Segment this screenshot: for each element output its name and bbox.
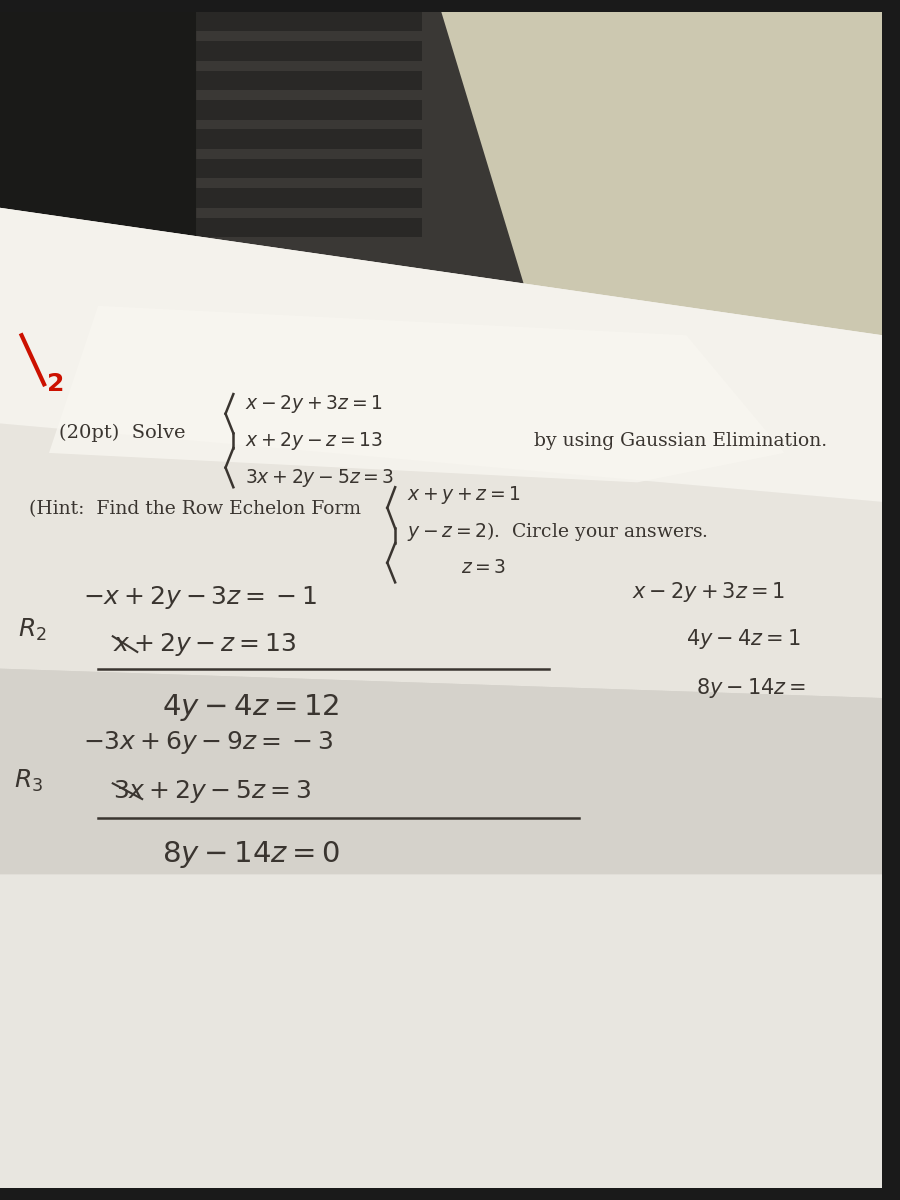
Text: $x + y + z = 1$: $x + y + z = 1$ bbox=[407, 484, 520, 506]
Text: 2: 2 bbox=[47, 372, 65, 396]
Text: $\mathit{R}_3$: $\mathit{R}_3$ bbox=[14, 768, 43, 794]
Text: $8y - 14z = 0$: $8y - 14z = 0$ bbox=[162, 840, 340, 870]
Polygon shape bbox=[196, 71, 421, 90]
Text: $x - 2y + 3z = 1$: $x - 2y + 3z = 1$ bbox=[633, 580, 786, 604]
Text: $8y - 14z =$: $8y - 14z =$ bbox=[697, 677, 806, 701]
Text: $x - 2y + 3z = 1$: $x - 2y + 3z = 1$ bbox=[245, 392, 382, 415]
Text: $-3x + 6y - 9z = -3$: $-3x + 6y - 9z = -3$ bbox=[84, 728, 333, 756]
Polygon shape bbox=[0, 522, 883, 845]
Polygon shape bbox=[0, 12, 412, 306]
Text: $4y - 4z = 1$: $4y - 4z = 1$ bbox=[687, 628, 801, 652]
Text: $\mathit{R}_2$: $\mathit{R}_2$ bbox=[18, 617, 47, 642]
Polygon shape bbox=[196, 12, 421, 31]
Polygon shape bbox=[49, 306, 785, 482]
Text: $x + 2y - z = 13$: $x + 2y - z = 13$ bbox=[245, 430, 382, 452]
Text: by using Gaussian Elimination.: by using Gaussian Elimination. bbox=[535, 432, 827, 450]
Text: $3x + 2y - 5z = 3$: $3x + 2y - 5z = 3$ bbox=[245, 468, 394, 490]
Polygon shape bbox=[0, 668, 883, 875]
Polygon shape bbox=[196, 130, 421, 149]
Text: $3x + 2y - 5z = 3$: $3x + 2y - 5z = 3$ bbox=[112, 778, 311, 805]
Polygon shape bbox=[0, 208, 883, 502]
Polygon shape bbox=[196, 217, 421, 238]
Polygon shape bbox=[441, 12, 883, 355]
Text: $z = 3$: $z = 3$ bbox=[461, 559, 506, 577]
Text: $y - z = 2$).  Circle your answers.: $y - z = 2$). Circle your answers. bbox=[407, 520, 708, 542]
Text: (20pt)  Solve: (20pt) Solve bbox=[58, 424, 185, 443]
Polygon shape bbox=[196, 41, 421, 61]
Text: $-x + 2y - 3z = -1$: $-x + 2y - 3z = -1$ bbox=[84, 583, 317, 611]
Text: (Hint:  Find the Row Echelon Form: (Hint: Find the Row Echelon Form bbox=[30, 500, 362, 518]
Text: $4y - 4z = 12$: $4y - 4z = 12$ bbox=[162, 692, 339, 724]
Polygon shape bbox=[196, 12, 569, 306]
Polygon shape bbox=[0, 875, 883, 1188]
Polygon shape bbox=[0, 424, 883, 698]
Polygon shape bbox=[196, 100, 421, 120]
Polygon shape bbox=[196, 188, 421, 208]
Polygon shape bbox=[196, 158, 421, 179]
Polygon shape bbox=[0, 208, 883, 1188]
Text: $x + 2y - z = 13$: $x + 2y - z = 13$ bbox=[112, 631, 296, 658]
